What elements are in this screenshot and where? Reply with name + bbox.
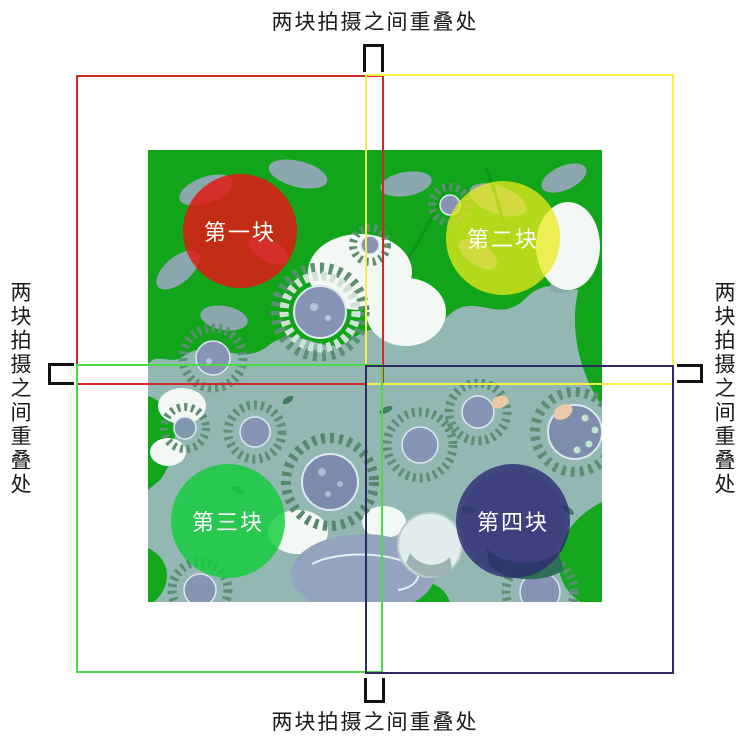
block3-frame [76, 364, 383, 673]
block1-label: 第一块 [203, 220, 276, 245]
block2-marker: 第二块 [446, 181, 560, 295]
overlap-caption-left: 两块拍摄之间重叠处 [8, 281, 32, 497]
block3-marker: 第三块 [171, 464, 285, 578]
block2-frame [365, 74, 674, 385]
block2-label: 第二块 [466, 227, 539, 252]
block4-label: 第四块 [476, 510, 549, 535]
block3-label: 第三块 [191, 510, 264, 535]
block1-marker: 第一块 [183, 174, 297, 288]
overlap-bracket-left-icon [48, 363, 74, 385]
overlap-caption-right: 两块拍摄之间重叠处 [712, 281, 736, 497]
overlap-bracket-right-icon [677, 364, 703, 383]
overlap-bracket-top-icon [363, 44, 384, 72]
block4-marker: 第四块 [456, 464, 570, 578]
overlap-bracket-bottom-icon [364, 678, 385, 703]
overlap-caption-top: 两块拍摄之间重叠处 [271, 10, 479, 34]
block1-frame [76, 75, 384, 385]
overlap-caption-bottom: 两块拍摄之间重叠处 [271, 710, 479, 734]
block4-frame [365, 365, 674, 674]
